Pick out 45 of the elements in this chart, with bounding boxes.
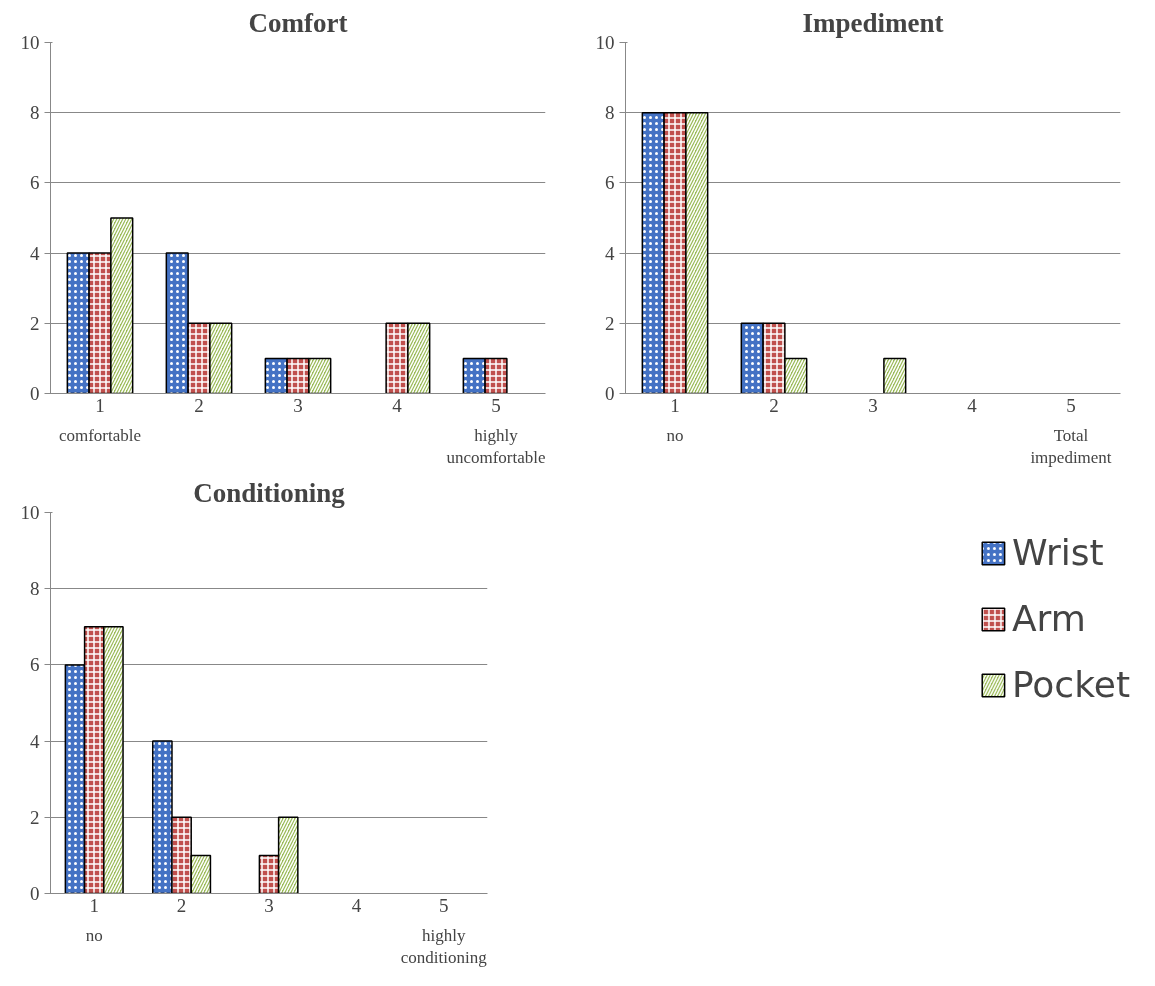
y-tick-label: 6 [605, 172, 615, 194]
y-tick-label: 10 [595, 32, 615, 53]
text: no [85, 925, 103, 945]
y-tick-label: 0 [30, 883, 40, 904]
x-tick-label: 5 [1066, 394, 1076, 416]
legend-label: Wrist [1011, 532, 1104, 573]
x-tick-label: 1 [670, 394, 680, 416]
chart-title: Comfort [248, 7, 348, 38]
text: no [666, 425, 684, 445]
y-tick-label: 2 [30, 312, 40, 334]
chart-title: Conditioning [193, 477, 346, 508]
x-tick-label: 2 [194, 394, 204, 416]
text: highly conditioning [400, 925, 488, 968]
chart-title: Impediment [802, 7, 944, 38]
legend-label: Arm [1011, 598, 1086, 639]
y-tick-label: 0 [30, 383, 40, 404]
x-tick-label: 3 [264, 894, 274, 916]
x-tick-label: 3 [868, 394, 878, 416]
y-tick-label: 2 [30, 806, 40, 828]
y-tick-label: 8 [30, 578, 40, 600]
x-tick-label: 4 [351, 894, 362, 916]
y-tick-label: 8 [605, 102, 615, 124]
x-tick-label: 3 [293, 394, 303, 416]
text: comfortable [58, 425, 142, 445]
y-tick-label: 0 [605, 383, 615, 404]
x-tick-label: 4 [392, 394, 403, 416]
x-tick-label: 4 [967, 394, 978, 416]
x-tick-label: 1 [89, 894, 99, 916]
y-tick-label: 2 [605, 312, 615, 334]
x-tick-label: 5 [491, 394, 501, 416]
x-tick-label: 2 [769, 394, 779, 416]
y-tick-label: 4 [30, 242, 40, 264]
legend-label: Pocket [1011, 664, 1130, 705]
y-tick-label: 10 [20, 32, 40, 53]
x-tick-label: 5 [439, 894, 449, 916]
y-tick-label: 8 [30, 102, 40, 124]
y-tick-label: 4 [605, 242, 615, 264]
y-tick-label: 4 [30, 730, 40, 752]
x-tick-label: 1 [95, 394, 105, 416]
text: highly uncomfortable [446, 425, 546, 468]
x-tick-label: 2 [176, 894, 187, 916]
y-tick-label: 10 [20, 502, 40, 523]
y-tick-label: 6 [30, 172, 40, 194]
y-tick-label: 6 [30, 654, 40, 676]
text: Total impediment [1030, 425, 1112, 468]
